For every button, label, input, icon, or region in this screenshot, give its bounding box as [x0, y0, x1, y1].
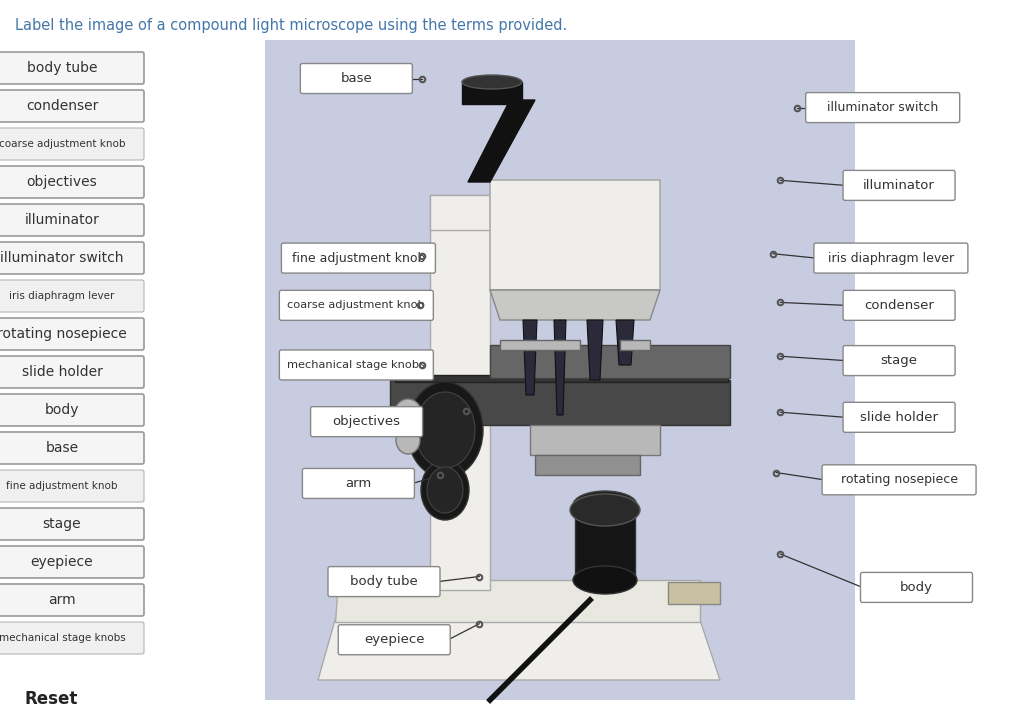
FancyBboxPatch shape: [0, 508, 144, 540]
FancyBboxPatch shape: [302, 468, 415, 499]
Polygon shape: [587, 320, 603, 380]
Text: illuminator: illuminator: [863, 179, 935, 192]
Text: Label the image of a compound light microscope using the terms provided.: Label the image of a compound light micr…: [15, 18, 567, 33]
Text: base: base: [45, 441, 79, 455]
Text: arm: arm: [345, 477, 372, 490]
FancyBboxPatch shape: [0, 470, 144, 502]
Polygon shape: [530, 425, 660, 455]
FancyBboxPatch shape: [0, 204, 144, 236]
FancyBboxPatch shape: [282, 243, 435, 273]
Ellipse shape: [462, 75, 522, 89]
Text: arm: arm: [48, 593, 76, 607]
FancyBboxPatch shape: [620, 340, 650, 350]
FancyBboxPatch shape: [462, 82, 522, 104]
FancyBboxPatch shape: [0, 128, 144, 160]
FancyBboxPatch shape: [843, 290, 955, 321]
Ellipse shape: [394, 399, 422, 431]
Polygon shape: [468, 100, 535, 182]
Text: eyepiece: eyepiece: [364, 633, 425, 646]
Ellipse shape: [573, 566, 637, 594]
Text: fine adjustment knob: fine adjustment knob: [292, 252, 425, 265]
FancyBboxPatch shape: [0, 166, 144, 198]
Ellipse shape: [421, 460, 469, 520]
Text: eyepiece: eyepiece: [31, 555, 93, 569]
Ellipse shape: [407, 382, 483, 478]
Text: iris diaphragm lever: iris diaphragm lever: [827, 252, 954, 265]
Text: body tube: body tube: [350, 575, 418, 588]
FancyBboxPatch shape: [0, 432, 144, 464]
Text: objectives: objectives: [27, 175, 97, 189]
Text: condenser: condenser: [26, 99, 98, 113]
Ellipse shape: [415, 392, 475, 468]
FancyBboxPatch shape: [0, 52, 144, 84]
Polygon shape: [335, 580, 700, 622]
Text: illuminator switch: illuminator switch: [0, 251, 124, 265]
Text: base: base: [340, 72, 373, 85]
FancyBboxPatch shape: [0, 356, 144, 388]
FancyBboxPatch shape: [500, 340, 580, 350]
Text: condenser: condenser: [864, 299, 934, 312]
FancyBboxPatch shape: [0, 394, 144, 426]
Ellipse shape: [396, 426, 420, 454]
Text: rotating nosepiece: rotating nosepiece: [841, 473, 957, 486]
Polygon shape: [535, 455, 640, 475]
FancyBboxPatch shape: [0, 318, 144, 350]
Polygon shape: [395, 375, 728, 382]
Ellipse shape: [570, 494, 640, 526]
FancyBboxPatch shape: [843, 345, 955, 376]
Text: stage: stage: [881, 354, 918, 367]
Text: slide holder: slide holder: [22, 365, 102, 379]
Text: stage: stage: [43, 517, 81, 531]
Polygon shape: [490, 345, 730, 378]
Polygon shape: [490, 180, 660, 290]
FancyBboxPatch shape: [300, 63, 413, 94]
FancyBboxPatch shape: [0, 622, 144, 654]
FancyBboxPatch shape: [822, 465, 976, 495]
Text: illuminator: illuminator: [25, 213, 99, 227]
FancyBboxPatch shape: [0, 280, 144, 312]
FancyBboxPatch shape: [310, 406, 423, 437]
Text: mechanical stage knobs: mechanical stage knobs: [288, 360, 425, 370]
Polygon shape: [554, 320, 566, 415]
Text: mechanical stage knobs: mechanical stage knobs: [0, 633, 125, 643]
FancyBboxPatch shape: [860, 572, 973, 603]
Polygon shape: [523, 320, 537, 395]
Text: fine adjustment knob: fine adjustment knob: [6, 481, 118, 491]
Text: iris diaphragm lever: iris diaphragm lever: [9, 291, 115, 301]
FancyBboxPatch shape: [265, 40, 855, 700]
FancyBboxPatch shape: [806, 92, 959, 123]
FancyBboxPatch shape: [280, 350, 433, 380]
Text: slide holder: slide holder: [860, 411, 938, 424]
Text: illuminator switch: illuminator switch: [827, 101, 938, 114]
Text: body: body: [45, 403, 79, 417]
Ellipse shape: [427, 467, 463, 513]
FancyBboxPatch shape: [0, 242, 144, 274]
Text: coarse adjustment knob: coarse adjustment knob: [0, 139, 125, 149]
Polygon shape: [616, 320, 634, 365]
FancyBboxPatch shape: [328, 566, 440, 597]
Polygon shape: [490, 290, 660, 320]
Polygon shape: [430, 195, 490, 590]
Polygon shape: [430, 195, 620, 230]
FancyBboxPatch shape: [843, 170, 955, 201]
FancyBboxPatch shape: [843, 402, 955, 433]
Ellipse shape: [573, 491, 637, 519]
FancyBboxPatch shape: [338, 624, 451, 655]
Text: rotating nosepiece: rotating nosepiece: [0, 327, 127, 341]
FancyBboxPatch shape: [0, 584, 144, 616]
FancyBboxPatch shape: [0, 546, 144, 578]
Polygon shape: [575, 505, 635, 580]
FancyBboxPatch shape: [814, 243, 968, 273]
Polygon shape: [318, 620, 720, 680]
FancyBboxPatch shape: [280, 290, 433, 321]
Text: coarse adjustment knob: coarse adjustment knob: [288, 300, 425, 310]
FancyBboxPatch shape: [668, 582, 720, 604]
Text: body: body: [900, 581, 933, 594]
Polygon shape: [390, 380, 730, 425]
Text: Reset: Reset: [25, 690, 79, 708]
Text: objectives: objectives: [333, 415, 400, 428]
Text: body tube: body tube: [27, 61, 97, 75]
FancyBboxPatch shape: [0, 90, 144, 122]
